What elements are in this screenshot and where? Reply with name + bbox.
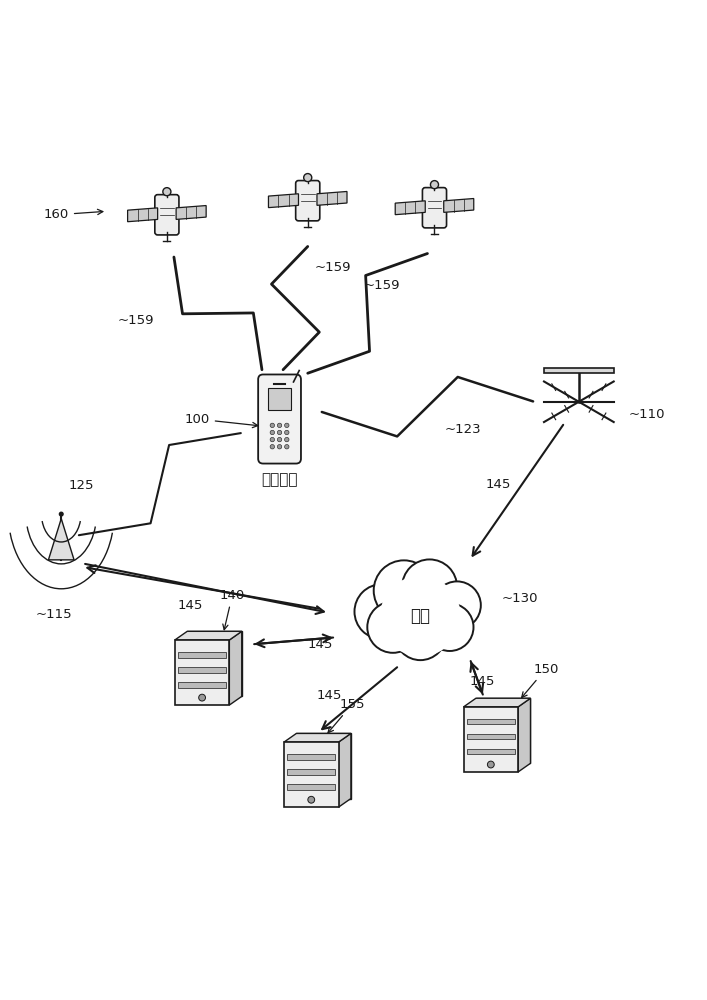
Text: 145: 145 (486, 478, 511, 491)
Polygon shape (395, 201, 425, 215)
Text: 160: 160 (44, 208, 103, 221)
Bar (544, 368, 614, 373)
Circle shape (199, 694, 206, 701)
Circle shape (285, 437, 289, 442)
Text: 140: 140 (220, 589, 245, 630)
Circle shape (304, 174, 312, 182)
Text: ~159: ~159 (117, 314, 154, 327)
Polygon shape (49, 519, 74, 560)
Circle shape (402, 559, 457, 614)
Polygon shape (296, 733, 351, 799)
Circle shape (270, 430, 274, 435)
Polygon shape (476, 698, 530, 763)
Circle shape (59, 512, 63, 516)
Circle shape (426, 603, 474, 651)
Circle shape (368, 602, 419, 653)
Circle shape (285, 430, 289, 435)
Text: ~115: ~115 (36, 608, 73, 621)
Polygon shape (175, 631, 242, 640)
Circle shape (270, 437, 274, 442)
Circle shape (277, 437, 282, 442)
Bar (467, 734, 515, 739)
Text: ~130: ~130 (501, 592, 538, 605)
Bar (175, 640, 229, 705)
Text: 145: 145 (469, 675, 495, 688)
Bar (178, 652, 226, 658)
Circle shape (163, 188, 171, 196)
Bar (178, 682, 226, 688)
Circle shape (308, 796, 315, 803)
Text: 145: 145 (177, 599, 203, 612)
FancyBboxPatch shape (258, 374, 301, 464)
Polygon shape (518, 698, 530, 772)
FancyBboxPatch shape (155, 195, 179, 235)
Circle shape (285, 423, 289, 428)
Circle shape (374, 560, 434, 621)
Bar (287, 754, 335, 760)
Text: 125: 125 (69, 479, 94, 492)
Polygon shape (187, 631, 242, 696)
Circle shape (431, 181, 438, 189)
Bar (287, 769, 335, 775)
Polygon shape (317, 191, 347, 205)
Circle shape (270, 423, 274, 428)
Text: ~159: ~159 (364, 279, 401, 292)
Text: 155: 155 (328, 698, 365, 733)
Text: 网络: 网络 (410, 607, 431, 625)
Text: 145: 145 (317, 689, 342, 702)
Circle shape (270, 445, 274, 449)
Bar (464, 707, 518, 772)
Polygon shape (176, 206, 206, 219)
Polygon shape (464, 698, 530, 707)
Text: 100: 100 (185, 413, 258, 428)
Circle shape (277, 423, 282, 428)
Circle shape (380, 576, 461, 656)
Polygon shape (269, 194, 298, 208)
FancyBboxPatch shape (422, 188, 447, 228)
Text: ~159: ~159 (315, 261, 351, 274)
Polygon shape (444, 199, 474, 212)
Text: 145: 145 (308, 638, 333, 651)
Text: 150: 150 (522, 663, 559, 698)
Polygon shape (128, 208, 158, 222)
Text: 移动装置: 移动装置 (262, 472, 298, 487)
Circle shape (433, 581, 481, 629)
Circle shape (395, 609, 446, 660)
Bar (268, 388, 291, 410)
Bar (287, 784, 335, 790)
FancyBboxPatch shape (296, 181, 320, 221)
Circle shape (373, 569, 468, 664)
Bar (467, 719, 515, 724)
Circle shape (285, 445, 289, 449)
Circle shape (354, 584, 409, 639)
Circle shape (487, 761, 494, 768)
Text: ~123: ~123 (445, 423, 481, 436)
Polygon shape (339, 733, 351, 807)
Text: ~110: ~110 (628, 408, 665, 421)
Bar (178, 667, 226, 673)
Bar (284, 742, 339, 807)
Polygon shape (284, 733, 351, 742)
Circle shape (277, 430, 282, 435)
Polygon shape (229, 631, 242, 705)
Circle shape (277, 445, 282, 449)
Bar (467, 749, 515, 754)
